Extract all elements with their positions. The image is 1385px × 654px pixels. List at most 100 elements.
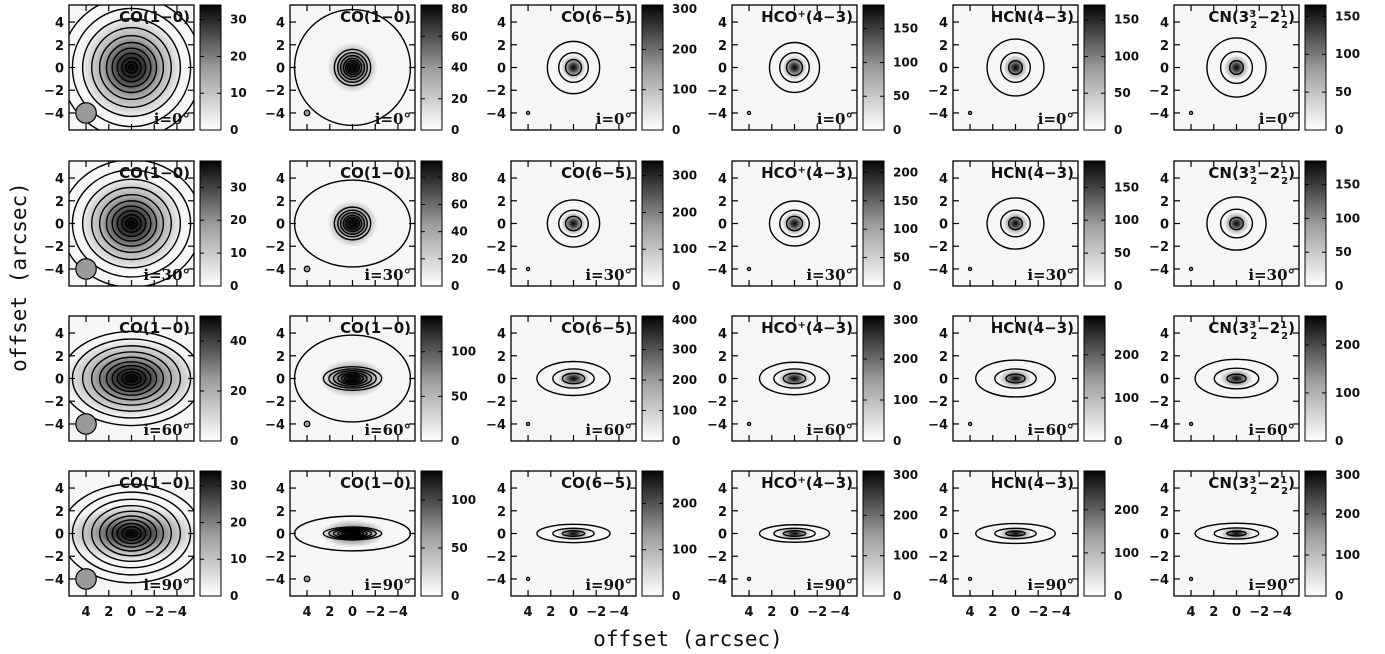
y-tick-label: 4	[497, 482, 506, 497]
colorbar-tick-label: 0	[230, 589, 238, 603]
inclination-label: i=60°	[143, 421, 190, 439]
panel-r2-c2: −4 −2 0 2 4 CO(6−5) i=60° 0 100 200 300 400	[486, 313, 697, 448]
colorbar	[420, 470, 443, 597]
inclination-label: i=30°	[1248, 266, 1295, 284]
colorbar-tick-label: 150	[1114, 13, 1139, 27]
colorbar-tick-label: 0	[893, 434, 901, 448]
contour-line	[125, 374, 138, 383]
colorbar-tick-label: 100	[451, 493, 476, 507]
x-tick-label: 4	[966, 605, 975, 620]
colorbar-tick-label: 50	[1114, 86, 1131, 100]
colorbar-tick-label: 100	[1335, 386, 1360, 400]
colorbar-tick-label: 200	[1335, 338, 1360, 352]
y-tick-label: 0	[55, 373, 64, 388]
colorbar	[1083, 160, 1106, 287]
colorbar	[641, 315, 664, 442]
inclination-label: i=0°	[1259, 110, 1295, 128]
colorbar-tick-label: 20	[230, 213, 247, 227]
intensity-map	[999, 369, 1032, 388]
y-tick-label: −2	[707, 550, 727, 565]
colorbar-tick-label: 100	[451, 345, 476, 359]
x-axis-title: offset (arcsec)	[593, 627, 783, 651]
contour-line	[552, 368, 595, 389]
colorbar-tick-label: 0	[893, 123, 901, 137]
y-tick-label: 4	[55, 16, 64, 31]
y-tick-label: 2	[1160, 350, 1169, 365]
colorbar-tick-label: 200	[1114, 503, 1139, 517]
x-tick-label: 2	[104, 605, 113, 620]
contour-line	[347, 218, 358, 229]
x-tick-label: 2	[546, 605, 555, 620]
y-tick-label: −2	[44, 550, 64, 565]
x-tick-label: 4	[303, 605, 312, 620]
contour-line	[127, 375, 136, 382]
contour-line	[344, 59, 361, 76]
contours	[758, 361, 831, 396]
contour-line	[558, 52, 589, 83]
beam-marker	[967, 110, 973, 116]
colorbar-tick-label: 100	[672, 404, 697, 418]
y-tick-label: 0	[276, 373, 285, 388]
colorbar-tick-label: 10	[230, 552, 247, 566]
contour-line	[105, 200, 158, 247]
y-tick-label: 2	[1160, 195, 1169, 210]
colorbar	[862, 4, 885, 131]
contour-line	[558, 209, 589, 238]
inclination-label: i=30°	[143, 266, 190, 284]
contour-line	[111, 519, 152, 548]
colorbar-tick-label: 100	[1114, 546, 1139, 560]
colorbar-tick-label: 0	[672, 123, 680, 137]
y-tick-label: −4	[486, 107, 506, 122]
y-tick-label: 2	[55, 505, 64, 520]
inclination-label: i=0°	[1038, 110, 1074, 128]
contour-line	[348, 63, 357, 72]
colorbar-tick-label: 60	[451, 197, 468, 211]
contour-line	[1219, 208, 1254, 239]
colorbar	[1083, 470, 1106, 597]
y-tick-label: −2	[265, 550, 285, 565]
colorbar-tick-label: 0	[672, 279, 680, 293]
y-tick-label: −4	[265, 263, 285, 278]
y-tick-label: 0	[55, 62, 64, 77]
contour-line	[1206, 196, 1267, 251]
panel-r0-c3: −4 −2 0 2 4 HCO+(4−3) i=0° 0 50 100 150	[707, 4, 918, 137]
colorbar-tick-label: 50	[893, 89, 910, 103]
colorbar-tick-label: 300	[893, 313, 918, 327]
colorbar-tick-label: 0	[451, 589, 459, 603]
y-tick-label: 2	[55, 350, 64, 365]
colorbar-tick-label: 40	[230, 334, 247, 348]
beam-marker	[75, 258, 97, 280]
intensity-map	[999, 526, 1032, 541]
y-tick-label: 4	[718, 172, 727, 187]
inclination-label: i=60°	[1027, 421, 1074, 439]
contours	[69, 161, 194, 286]
y-tick-label: −4	[44, 107, 64, 122]
y-tick-label: −2	[486, 395, 506, 410]
inclination-label: i=30°	[1027, 266, 1074, 284]
colorbar-tick-label: 200	[672, 373, 697, 387]
panel-title: CO(1−0)	[340, 164, 411, 182]
panel-title: CO(1−0)	[340, 8, 411, 26]
colorbar	[641, 160, 664, 287]
y-tick-label: −4	[44, 418, 64, 433]
panel-r2-c3: −4 −2 0 2 4 HCO+(4−3) i=60° 0 100 200 300	[707, 313, 918, 448]
panel-title: CO(6−5)	[561, 8, 632, 26]
panel-r0-c1: −4 −2 0 2 4 CO(1−0) i=0° 0 20 40 60 80	[265, 2, 468, 137]
y-tick-label: 0	[1160, 373, 1169, 388]
contour-line	[552, 527, 595, 540]
panel-title: CO(6−5)	[561, 319, 632, 337]
y-tick-label: 2	[718, 505, 727, 520]
colorbar-tick-label: 0	[230, 123, 238, 137]
colorbar-tick-label: 100	[893, 222, 918, 236]
x-tick-label: 2	[1209, 605, 1218, 620]
panel-title: CO(6−5)	[561, 474, 632, 492]
y-tick-label: −2	[486, 84, 506, 99]
colorbar-tick-label: 200	[672, 496, 697, 510]
y-tick-label: 4	[55, 482, 64, 497]
contour-line	[127, 220, 136, 227]
panel-title: CN(33 2−21 2)	[1208, 8, 1295, 31]
intensity-map	[1220, 526, 1253, 541]
colorbar	[862, 470, 885, 597]
colorbar-tick-label: 10	[230, 86, 247, 100]
colorbar-tick-label: 0	[1114, 589, 1122, 603]
